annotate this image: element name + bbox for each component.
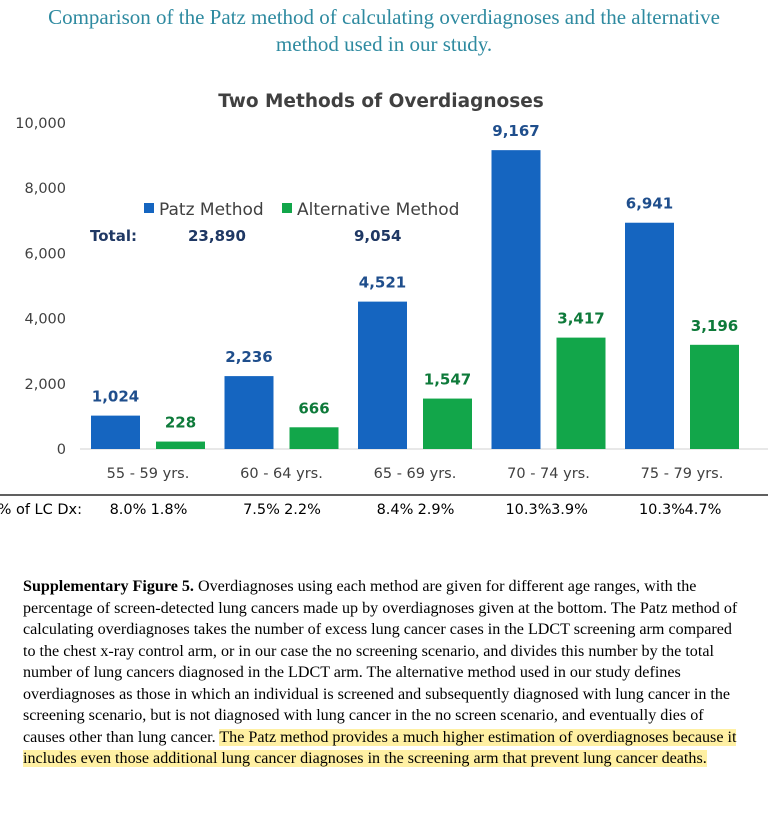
pct-value-patz: 8.4% (377, 502, 414, 518)
data-label-patz: 2,236 (225, 348, 272, 366)
data-label-alternative: 3,196 (691, 317, 738, 335)
pct-value-alternative: 4.7% (685, 502, 722, 518)
chart-title: Two Methods of Overdiagnoses (218, 91, 544, 112)
y-tick-label: 8,000 (24, 181, 66, 197)
pct-value-alternative: 2.9% (418, 502, 455, 518)
bar-alternative (423, 398, 472, 449)
data-label-patz: 1,024 (92, 388, 139, 406)
totals-label: Total: (90, 227, 137, 245)
bar-patz (91, 415, 140, 449)
caption-label: Supplementary Figure 5. (23, 578, 194, 595)
figure-caption: Supplementary Figure 5. Overdiagnoses us… (23, 576, 745, 770)
legend-label-patz: Patz Method (159, 200, 264, 220)
y-tick-label: 0 (57, 442, 66, 458)
pct-value-alternative: 3.9% (551, 502, 588, 518)
pct-value-alternative: 2.2% (284, 502, 321, 518)
page-heading: Comparison of the Patz method of calcula… (0, 4, 768, 58)
total-alternative: 9,054 (354, 227, 401, 245)
x-category-label: 70 - 74 yrs. (507, 466, 590, 482)
data-label-alternative: 666 (298, 399, 329, 417)
overdiagnoses-bar-chart: Two Methods of Overdiagnoses 0 2,000 4,000 6… (0, 91, 768, 518)
caption-text: Overdiagnoses using each method are give… (23, 578, 738, 746)
bar-alternative (289, 427, 339, 449)
page-heading-line-2: method used in our study. (275, 32, 493, 56)
legend-label-alternative: Alternative Method (297, 200, 459, 220)
pct-value-alternative: 1.8% (151, 502, 188, 518)
pct-value-patz: 10.3% (639, 502, 685, 518)
pct-value-patz: 8.0% (110, 502, 147, 518)
bar-alternative (156, 441, 205, 449)
pct-value-patz: 10.3% (505, 502, 551, 518)
x-category-label: 65 - 69 yrs. (374, 466, 457, 482)
x-category-label: 75 - 79 yrs. (641, 466, 724, 482)
bar-alternative (556, 337, 606, 449)
x-category-label: 55 - 59 yrs. (107, 466, 190, 482)
data-label-patz: 6,941 (626, 195, 673, 213)
legend-swatch-alternative (282, 203, 292, 213)
bar-patz (491, 150, 541, 449)
data-label-patz: 9,167 (492, 122, 539, 140)
data-label-alternative: 228 (165, 414, 196, 432)
x-category-label: 60 - 64 yrs. (240, 466, 323, 482)
y-tick-label: 4,000 (24, 312, 66, 328)
pct-value-patz: 7.5% (243, 502, 280, 518)
y-tick-label: 10,000 (15, 116, 66, 132)
legend-swatch-patz (144, 203, 154, 213)
bar-alternative (690, 344, 739, 449)
bar-patz (625, 222, 674, 449)
bar-patz (358, 301, 407, 449)
page-heading-line-1: Comparison of the Patz method of calcula… (48, 5, 720, 29)
data-label-patz: 4,521 (359, 274, 406, 292)
y-tick-label: 6,000 (24, 246, 66, 262)
bar-patz (224, 376, 274, 449)
y-tick-label: 2,000 (24, 377, 66, 393)
total-patz: 23,890 (188, 227, 246, 245)
pct-row-label: % of LC Dx: (0, 502, 82, 518)
data-label-alternative: 1,547 (424, 371, 471, 389)
data-label-alternative: 3,417 (557, 310, 604, 328)
